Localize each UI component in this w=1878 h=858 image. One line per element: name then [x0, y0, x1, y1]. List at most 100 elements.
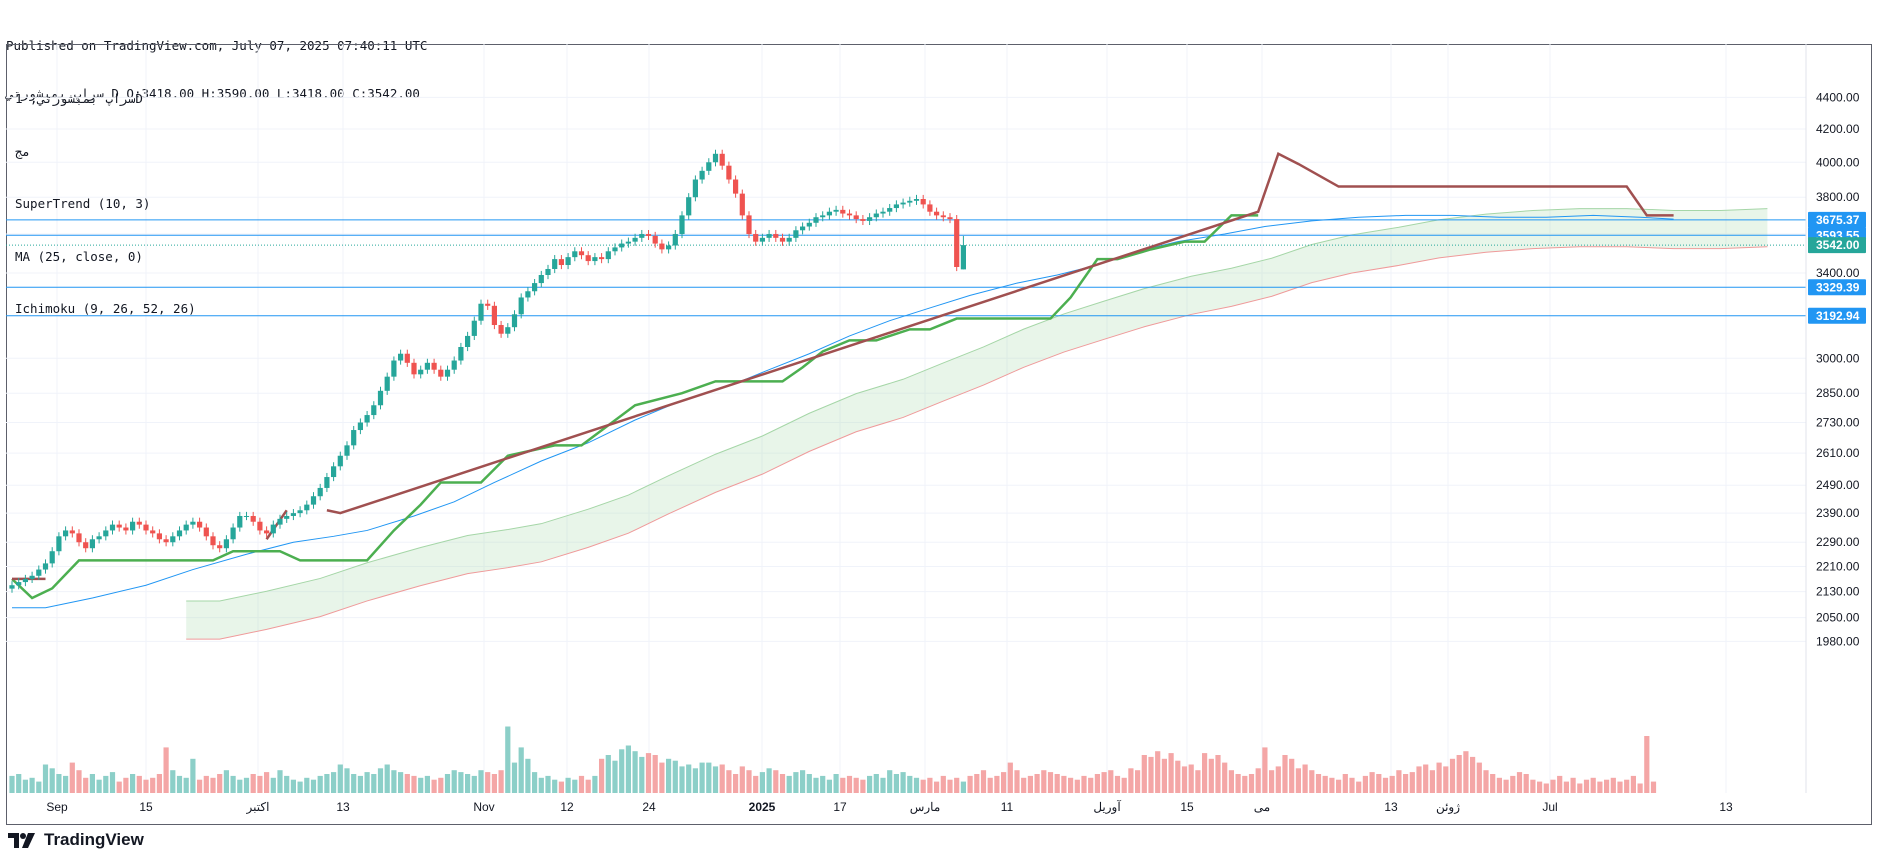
candle-body — [712, 153, 719, 163]
volume-bar — [1516, 772, 1523, 793]
volume-bar — [599, 758, 605, 793]
volume-bar — [639, 756, 645, 793]
candle-body — [109, 524, 116, 531]
volume-bar — [1449, 758, 1456, 793]
price-tag-label: 3192.94 — [1816, 309, 1860, 323]
candle-body — [518, 297, 524, 315]
candle-body — [860, 219, 866, 221]
volume-bar — [471, 775, 477, 793]
volume-bar — [652, 755, 658, 793]
tradingview-logo[interactable]: TradingView — [6, 829, 144, 851]
volume-bar — [270, 777, 276, 793]
legend-ma[interactable]: MA (25, close, 0) — [15, 248, 143, 264]
candle-body — [143, 524, 149, 531]
candle-body — [485, 303, 491, 306]
ichimoku-cloud — [186, 208, 1768, 640]
candle-body — [250, 515, 256, 522]
volume-bar — [1088, 777, 1094, 793]
volume-bar — [1101, 772, 1107, 793]
volume-bar — [947, 779, 953, 793]
candle-body — [913, 199, 920, 201]
volume-bar — [632, 751, 638, 793]
volume-bar — [860, 779, 866, 793]
volume-bar — [1309, 770, 1315, 793]
candle-body — [230, 527, 236, 540]
volume-bar — [619, 749, 625, 793]
candle-body — [310, 496, 317, 505]
price-tick-label: 4400.00 — [1816, 90, 1860, 104]
volume-bar — [150, 777, 156, 793]
candle-body — [371, 405, 377, 416]
candle-body — [692, 179, 698, 198]
price-tick-label: 4200.00 — [1816, 122, 1860, 136]
time-tick-label: می — [1254, 800, 1270, 814]
volume-bar — [230, 775, 236, 793]
volume-bar — [833, 774, 839, 793]
candle-body — [63, 530, 69, 537]
candle-body — [666, 245, 672, 250]
volume-bar — [1590, 777, 1596, 793]
volume-bar — [498, 770, 504, 793]
volume-bar — [123, 777, 129, 793]
candle-body — [887, 208, 893, 212]
candlesticks — [9, 149, 966, 593]
candle-body — [264, 530, 270, 534]
volume-bar — [116, 781, 122, 793]
volume-bar — [391, 770, 397, 793]
legend-supertrend[interactable]: SuperTrend (10, 3) — [15, 196, 151, 211]
volume-bar — [1349, 777, 1355, 793]
candle-body — [599, 257, 605, 260]
candle-body — [16, 582, 22, 586]
candle-body — [525, 291, 531, 298]
volume-bar — [16, 774, 22, 793]
candle-body — [833, 209, 839, 212]
candle-body — [545, 268, 551, 275]
candle-body — [116, 524, 122, 528]
price-tick-label: 3800.00 — [1816, 190, 1860, 204]
candle-body — [719, 153, 725, 166]
volume-bar — [130, 774, 136, 793]
volume-bar — [1557, 775, 1563, 793]
volume-bar — [712, 766, 719, 793]
price-tick-label: 2730.00 — [1816, 416, 1860, 430]
price-tag — [1808, 211, 1866, 228]
candle-body — [465, 335, 471, 347]
volume-bar — [297, 781, 303, 793]
legend-ichimoku[interactable]: Ichimoku (9, 26, 52, 26) — [15, 301, 196, 316]
candle-body — [29, 575, 35, 579]
candle-body — [49, 551, 55, 564]
volume-bar — [398, 772, 404, 793]
price-tick-label: 2210.00 — [1816, 559, 1860, 573]
volume-bar — [565, 777, 571, 793]
candle-body — [357, 422, 363, 431]
volume-bar — [940, 775, 946, 793]
volume-bar — [1362, 775, 1368, 793]
candle-body — [659, 243, 665, 250]
volume-bar — [679, 766, 685, 793]
volume-bar — [1027, 775, 1033, 793]
volume-bar — [203, 775, 209, 793]
candle-body — [418, 369, 424, 375]
volume-bar — [538, 777, 544, 793]
volume-bar — [444, 774, 451, 793]
indicator-legend: سراپ بمبشورتي, 1D مج SuperTrend (10, 3) … — [15, 55, 196, 335]
volume-bar — [176, 775, 183, 793]
volume-bar — [1396, 770, 1402, 793]
candle-body — [498, 325, 504, 334]
volume-bar — [1617, 781, 1623, 793]
candle-body — [619, 243, 625, 248]
volume-bar — [1463, 751, 1469, 793]
volume-bars — [9, 726, 1657, 793]
volume-bar — [1121, 777, 1127, 793]
candle-body — [779, 237, 786, 242]
candle-body — [163, 539, 169, 543]
price-tick-label: 2850.00 — [1816, 386, 1860, 400]
volume-bar — [1483, 770, 1489, 793]
time-axis: Sep 15 اکتبر 13 Nov 12 24 2025 17 مارس 11 آوریل 15 می… — [46, 799, 1733, 814]
volume-bar — [1570, 777, 1576, 793]
volume-bar — [96, 779, 102, 793]
candle-body — [223, 539, 229, 549]
volume-bar — [1429, 770, 1435, 793]
volume-bar — [786, 775, 792, 793]
